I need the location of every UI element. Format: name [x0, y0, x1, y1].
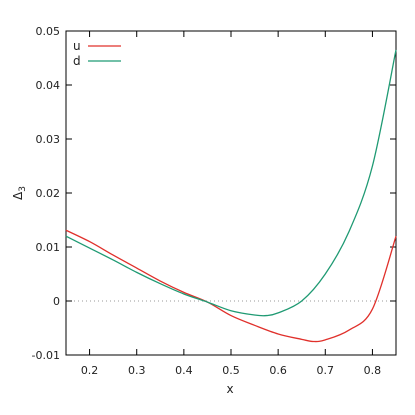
x-tick-label: 0.6 [269, 364, 287, 377]
x-tick-label: 0.8 [364, 364, 382, 377]
x-tick-label: 0.2 [81, 364, 99, 377]
y-axis-label-main: Δ [11, 191, 25, 200]
series-line-d [65, 49, 397, 317]
legend-label-u: u [73, 39, 81, 53]
series-lines [65, 49, 397, 343]
plot-frame [65, 30, 397, 356]
y-axis-label: Δ3 [11, 186, 28, 200]
legend: u d [73, 39, 121, 68]
y-tick-label: -0.01 [32, 349, 60, 362]
y-tick-label: 0.04 [36, 79, 61, 92]
y-tick-label: 0.03 [36, 133, 61, 146]
legend-label-d: d [73, 54, 81, 68]
x-axis-label: x [226, 382, 233, 396]
plot-area-group: 0.2 0.3 0.4 0.5 0.6 0.7 0.8 -0.01 0 0.01 0.02 0.03… [32, 25, 397, 377]
y-tick-label: 0.05 [36, 25, 61, 38]
y-tick-label: 0.01 [36, 241, 61, 254]
y-tick-label: 0 [53, 295, 60, 308]
x-tick-label: 0.7 [317, 364, 335, 377]
x-ticks: 0.2 0.3 0.4 0.5 0.6 0.7 0.8 [81, 31, 381, 377]
y-axis-label-subscript: 3 [18, 186, 28, 192]
y-tick-label: 0.02 [36, 187, 61, 200]
x-tick-label: 0.3 [128, 364, 146, 377]
series-line-u [65, 229, 397, 343]
x-tick-label: 0.4 [175, 364, 193, 377]
x-tick-label: 0.5 [222, 364, 240, 377]
y-ticks: -0.01 0 0.01 0.02 0.03 0.04 0.05 [32, 25, 396, 362]
